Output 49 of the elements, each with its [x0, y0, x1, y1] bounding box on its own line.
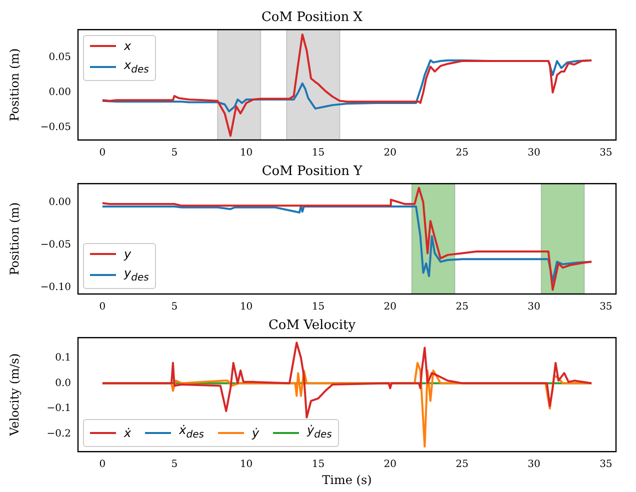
legend-label: ẏ$_{des}$	[307, 422, 332, 443]
x-tick-label: 35	[600, 459, 612, 470]
chart-title: CoM Position X	[261, 10, 364, 26]
legend-label: ẏ	[252, 424, 260, 442]
y-tick-label: 0.1	[55, 352, 71, 364]
y-tick-label: −0.1	[46, 403, 71, 414]
legend-label: y	[124, 246, 132, 263]
y-axis-title: Position (m)	[7, 202, 22, 276]
y-axis-title: Position (m)	[7, 48, 22, 122]
y-tick-label: 0.00	[48, 196, 71, 208]
y-tick-label: −0.05	[40, 122, 71, 134]
y-tick-label: −0.2	[46, 428, 71, 440]
x-axis-title: Time (s)	[322, 472, 372, 487]
x-tick-label: 0	[99, 302, 106, 313]
x-tick-label: 5	[171, 302, 178, 313]
x-tick-label: 20	[384, 148, 397, 159]
chart-title: CoM Position Y	[262, 164, 363, 180]
legend-label: y$_{des}$	[124, 264, 149, 285]
x-tick-label: 15	[312, 459, 325, 470]
x-tick-label: 25	[456, 302, 468, 313]
y-axis-title: Velocity (m/s)	[7, 353, 22, 437]
x-tick-label: 25	[456, 459, 468, 470]
x-tick-label: 20	[384, 302, 397, 313]
x-tick-label: 10	[240, 459, 253, 470]
chart-title: CoM Velocity	[268, 318, 356, 334]
legend-label: x$_{des}$	[124, 56, 149, 77]
x-tick-label: 0	[99, 459, 106, 470]
x-tick-label: 35	[600, 302, 612, 313]
x-tick-label: 5	[171, 459, 178, 470]
y-tick-label: 0.05	[48, 52, 71, 64]
x-tick-label: 30	[528, 302, 540, 313]
y-tick-label: −0.05	[40, 239, 71, 250]
x-tick-label: 25	[456, 148, 468, 159]
x-tick-label: 10	[240, 302, 253, 313]
y-tick-label: −0.10	[40, 282, 71, 293]
x-tick-label: 30	[528, 459, 540, 470]
legend-label: ẋ	[124, 424, 132, 442]
x-tick-label: 35	[600, 148, 612, 159]
x-tick-label: 30	[528, 148, 540, 159]
x-tick-label: 10	[240, 148, 253, 159]
x-tick-label: 5	[171, 148, 178, 159]
y-tick-label: 0.0	[55, 378, 71, 389]
legend-label: ẋ$_{des}$	[179, 422, 204, 443]
x-tick-label: 0	[99, 148, 106, 159]
x-tick-label: 15	[312, 148, 325, 159]
x-tick-label: 20	[384, 459, 397, 470]
y-tick-label: 0.00	[48, 87, 71, 98]
legend-label: x	[124, 38, 132, 55]
x-tick-label: 15	[312, 302, 325, 313]
